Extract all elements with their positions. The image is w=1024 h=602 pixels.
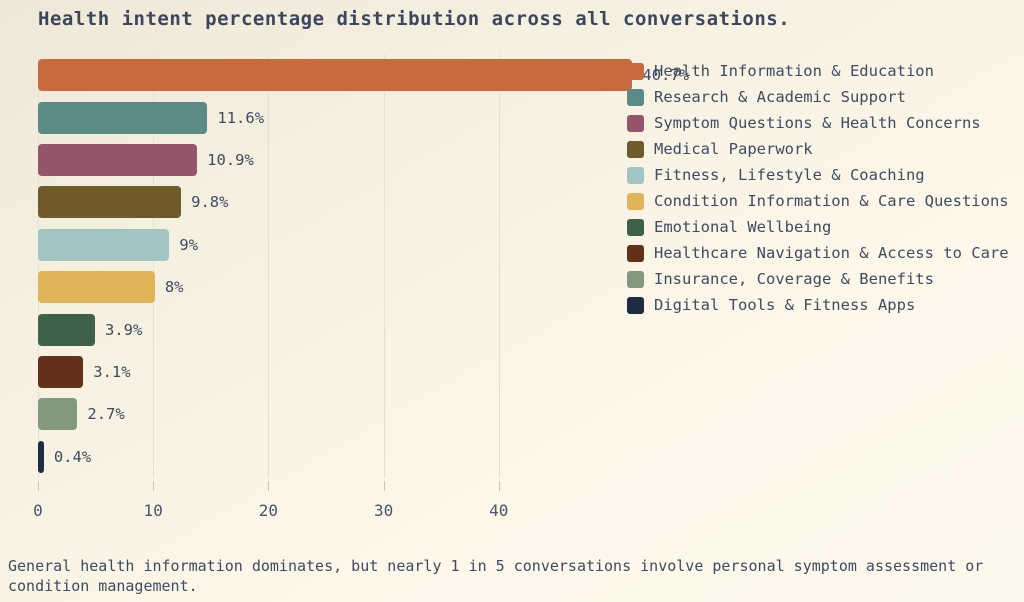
bar-row: 9% [38,228,701,261]
bar [38,144,198,176]
x-axis-tick-label: 0 [33,501,43,520]
bar-value-label: 3.9% [104,320,143,339]
legend-item: Healthcare Navigation & Access to Care [627,240,1009,266]
bar-value-label: 3.1% [93,363,131,381]
legend-swatch [627,114,644,132]
legend-item: Condition Information & Care Questions [627,188,1009,214]
bar [38,186,182,219]
bar-value-label: 9.8% [191,193,229,212]
legend-item: Medical Paperwork [627,136,1009,162]
x-axis-tick-label: 40 [489,501,509,520]
legend-swatch [627,296,644,314]
bar-row: 10.9% [38,144,701,176]
bar-value-label: 2.7% [87,405,125,424]
bar-row: 8% [38,271,701,304]
bar [38,59,633,92]
legend-swatch [627,88,644,106]
legend-item: Symptom Questions & Health Concerns [627,110,1009,136]
legend-item: Digital Tools & Fitness Apps [627,292,1009,318]
legend-swatch [627,244,644,262]
bar [38,356,84,388]
bar [38,398,78,431]
legend-label: Emotional Wellbeing [654,218,832,236]
legend-item: Emotional Wellbeing [627,214,1009,240]
legend-swatch [627,192,644,210]
bar-row: 3.1% [38,356,701,388]
legend-swatch [627,140,644,158]
grid-line [383,54,385,478]
x-axis-tick-label: 10 [143,501,163,520]
bar-row: 11.6% [38,101,701,134]
bar-value-label: 8% [164,278,184,297]
legend-item: Insurance, Coverage & Benefits [627,266,1009,292]
x-axis-tick-mark [498,481,500,491]
caption: General health information dominates, bu… [8,557,984,596]
legend-swatch [627,62,644,80]
bar-value-label: 10.9% [207,151,254,169]
bar-value-label: 9% [179,235,199,254]
bar [38,271,155,304]
legend-label: Health Information & Education [654,62,934,80]
x-axis-tick-label: 30 [373,501,394,520]
legend-swatch [627,166,644,184]
legend: Health Information & Education Research &… [627,58,1009,318]
bar-row: 40.7% [38,59,701,92]
legend-label: Research & Academic Support [654,88,906,106]
legend-label: Condition Information & Care Questions [654,192,1009,210]
legend-label: Healthcare Navigation & Access to Care [654,244,1009,262]
bar-row: 9.8% [38,186,701,219]
grid-line [153,54,155,478]
x-axis-tick-mark [153,481,155,491]
x-axis-tick-mark [268,481,270,491]
bar [38,228,170,261]
bar-value-label: 0.4% [53,447,92,466]
page-title: Health intent percentage distribution ac… [38,8,791,30]
bar [38,313,95,346]
x-axis-tick-label: 20 [258,501,279,520]
legend-label: Digital Tools & Fitness Apps [654,296,916,314]
bar-value-label: 11.6% [217,108,265,127]
bar-value-label: 40.7% [642,66,690,85]
legend-label: Medical Paperwork [654,140,813,158]
legend-label: Insurance, Coverage & Benefits [654,270,934,288]
legend-item: Fitness, Lifestyle & Coaching [627,162,1009,188]
plot-area: 0 10 20 30 40 40.7% 11.6% 10.9% 9.8% 9% 8% 3.9% 3.1%… [33,54,689,520]
bar-row: 2.7% [38,398,701,431]
grid-line [38,54,39,478]
x-axis-tick-mark [383,481,385,491]
legend-item: Research & Academic Support [627,84,1009,110]
legend-label: Symptom Questions & Health Concerns [654,114,981,132]
bar [38,101,208,134]
legend-swatch [627,270,644,288]
bar-row: 3.9% [38,313,701,346]
grid-line [268,54,270,478]
x-axis-tick-mark [38,481,39,491]
legend-item: Health Information & Education [627,58,1009,84]
legend-label: Fitness, Lifestyle & Coaching [654,166,925,184]
legend-swatch [627,218,644,236]
bar-row: 0.4% [38,440,701,473]
grid-line [498,54,500,478]
bar [38,440,44,473]
